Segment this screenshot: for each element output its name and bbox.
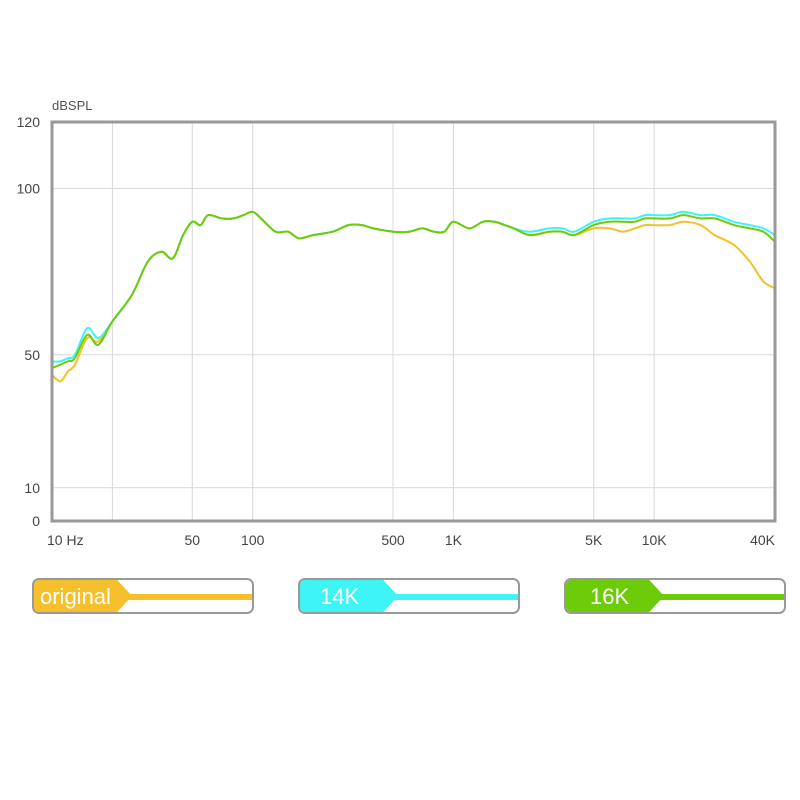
series-line-14k: [51, 210, 776, 363]
x-tick-label-10000: 10K: [642, 532, 668, 548]
legend-item-original: original: [32, 578, 254, 614]
series-line-16k: [51, 210, 776, 369]
legend-label-14k: 14K: [320, 584, 360, 609]
legend-tag-original: [34, 580, 132, 612]
frequency-response-chart: 0 10 50 100 120 10 Hz 50 100 500 1K 5K 10K 40K dBSP…: [17, 98, 777, 548]
legend-tag-16k: [566, 580, 664, 612]
series-lines: [51, 210, 776, 383]
x-tick-label-100: 100: [241, 532, 265, 548]
x-tick-label-10: 10 Hz: [47, 532, 84, 548]
y-tick-label-100: 100: [17, 181, 41, 197]
y-axis-label: dBSPL: [52, 98, 92, 113]
legend-line-14k: [390, 594, 518, 600]
x-tick-label-50: 50: [185, 532, 201, 548]
plot-frame: [50, 120, 777, 523]
x-tick-label-5000: 5K: [585, 532, 603, 548]
y-tick-labels: 0 10 50 100 120: [17, 114, 41, 529]
y-tick-label-10: 10: [24, 480, 40, 496]
grid-lines: [51, 121, 776, 522]
legend-line-16k: [656, 594, 784, 600]
y-tick-label-50: 50: [24, 347, 40, 363]
x-tick-label-500: 500: [381, 532, 405, 548]
legend-tag-14k: [300, 580, 398, 612]
y-tick-label-0: 0: [32, 513, 40, 529]
y-tick-label-120: 120: [17, 114, 41, 130]
legend-item-14k: 14K: [298, 578, 520, 614]
series-line-original: [51, 210, 776, 383]
legend-label-original: original: [40, 584, 111, 609]
x-tick-labels: 10 Hz 50 100 500 1K 5K 10K 40K: [47, 532, 776, 548]
legend-item-16k: 16K: [564, 578, 786, 614]
x-tick-label-40000: 40K: [750, 532, 776, 548]
legend-line-original: [124, 594, 252, 600]
legend-label-16k: 16K: [590, 584, 630, 609]
x-tick-label-1000: 1K: [445, 532, 463, 548]
